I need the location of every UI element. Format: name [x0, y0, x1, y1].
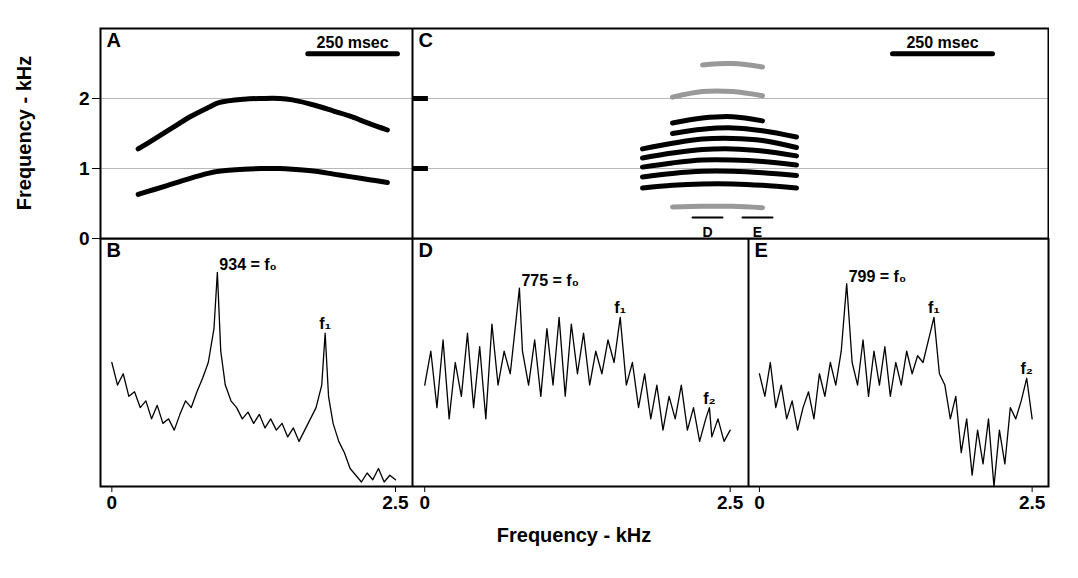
html-text:Frequency - kHz: Frequency - kHz	[496, 524, 652, 546]
svg-text:250 msec: 250 msec	[317, 34, 389, 51]
svg-text:A: A	[107, 29, 121, 51]
svg-text:1: 1	[79, 158, 90, 179]
svg-text:D: D	[702, 224, 712, 240]
svg-text:0: 0	[107, 492, 118, 513]
svg-text:775 = f₀: 775 = f₀	[521, 272, 578, 289]
svg-text:D: D	[419, 239, 433, 261]
svg-text:0: 0	[419, 492, 430, 513]
svg-text:f₁: f₁	[928, 299, 940, 316]
svg-text:2: 2	[79, 88, 90, 109]
svg-text:0: 0	[79, 228, 90, 249]
svg-text:2.5: 2.5	[1019, 492, 1046, 513]
svg-text:250 msec: 250 msec	[906, 34, 978, 51]
svg-text:B: B	[107, 239, 121, 261]
svg-text:799 = f₀: 799 = f₀	[849, 268, 906, 285]
svg-text:f₂: f₂	[703, 390, 715, 407]
html-text:Frequency - kHz: Frequency - kHz	[12, 55, 35, 210]
svg-text:C: C	[419, 29, 433, 51]
svg-text:f₂: f₂	[1020, 360, 1032, 377]
svg-text:2.5: 2.5	[382, 492, 409, 513]
svg-text:E: E	[755, 239, 768, 261]
svg-text:f₁: f₁	[319, 315, 331, 332]
svg-text:0: 0	[754, 492, 765, 513]
svg-text:934 = f₀: 934 = f₀	[219, 256, 276, 273]
svg-text:E: E	[753, 224, 762, 240]
svg-text:2.5: 2.5	[717, 492, 744, 513]
svg-text:f₁: f₁	[614, 299, 626, 316]
